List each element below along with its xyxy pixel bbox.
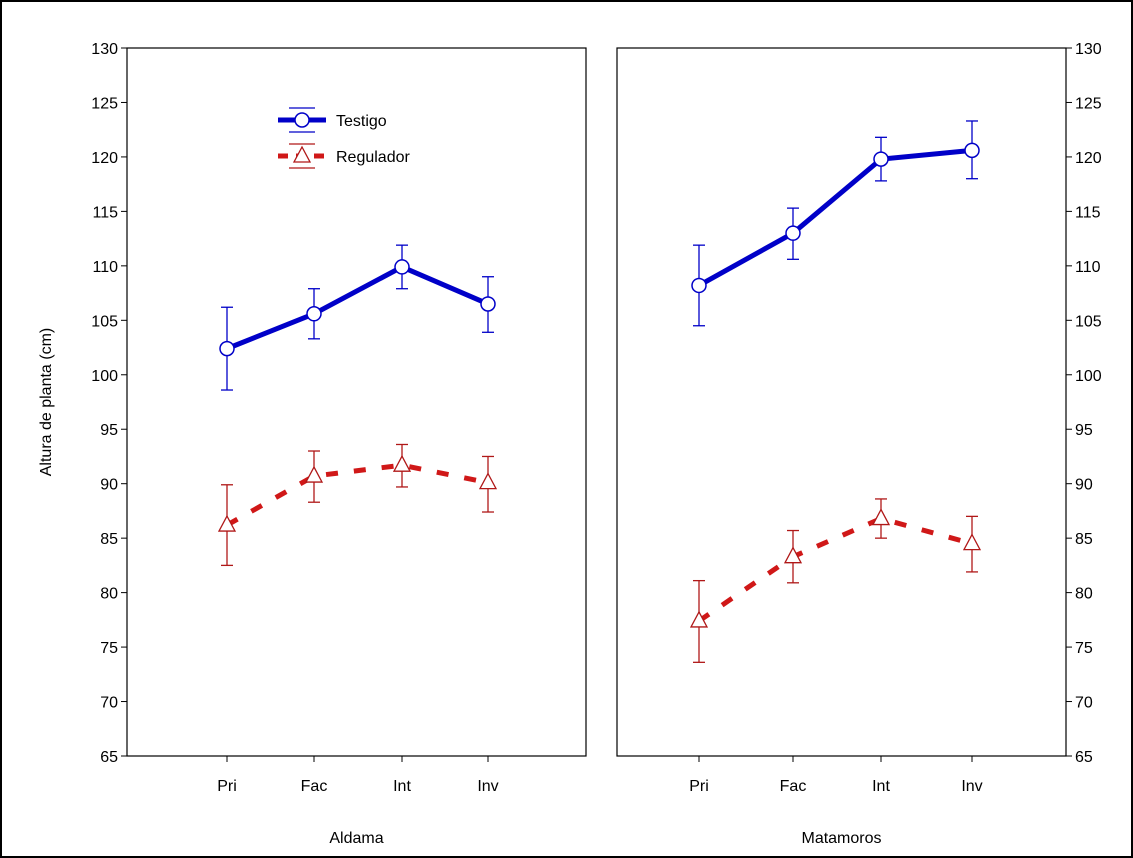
y-tick-label: 95: [100, 422, 118, 439]
y-tick-label: 130: [1075, 41, 1102, 58]
data-point-triangle: [478, 472, 498, 490]
data-point-triangle: [962, 533, 982, 551]
data-point-triangle: [392, 454, 412, 472]
series-testigo: [219, 244, 496, 391]
series-regulador: [689, 498, 982, 663]
y-tick-label: 85: [100, 531, 118, 548]
y-tick-label: 120: [91, 150, 118, 167]
y-tick-label: 125: [91, 95, 118, 112]
legend-entry-regulador: Regulador: [278, 143, 411, 169]
plot-panels: 65 70 75 80 85 90 95 100 105 110 115 120 125 130 Pri Fa…: [91, 41, 1102, 847]
y-tick-label: 90: [1075, 477, 1093, 494]
x-tick-label: Pri: [217, 778, 237, 795]
data-point-triangle: [217, 514, 237, 532]
panel-1: 65 70 75 80 85 90 95 100 105 110 115 120 125 130 Pri Fa…: [91, 41, 587, 847]
data-point-triangle: [304, 465, 324, 483]
x-tick-label: Pri: [689, 778, 709, 795]
y-tick-label: 65: [100, 749, 118, 766]
x-tick-label: Fac: [301, 778, 328, 795]
series-line: [696, 147, 975, 288]
series-line: [225, 462, 489, 528]
y-tick-label: 90: [100, 477, 118, 494]
y-tick-label: 70: [100, 695, 118, 712]
y-tick-label: 115: [92, 204, 118, 221]
data-point-triangle: [783, 546, 803, 564]
data-point-circle: [306, 306, 322, 322]
legend-label-testigo: Testigo: [336, 113, 387, 130]
y-tick-label: 130: [91, 41, 118, 58]
y-tick-label: 115: [1075, 204, 1101, 221]
data-point-circle: [873, 151, 889, 167]
data-point-circle: [480, 296, 496, 312]
series-line: [697, 516, 973, 623]
legend: Testigo Regulador: [278, 107, 411, 169]
y-tick-label: 105: [91, 313, 118, 330]
series-regulador: [217, 443, 498, 567]
data-point-circle: [785, 225, 801, 241]
data-point-circle: [219, 340, 235, 357]
y-tick-label: 110: [1075, 259, 1101, 276]
data-point-circle: [964, 142, 980, 159]
legend-entry-testigo: Testigo: [278, 107, 387, 133]
data-point-circle: [394, 259, 410, 275]
y-tick-label: 125: [1075, 95, 1102, 112]
x-tick-label: Inv: [961, 778, 982, 795]
y-tick-label: 120: [1075, 150, 1102, 167]
x-tick-label: Fac: [780, 778, 807, 795]
y-tick-label: 75: [1075, 640, 1093, 657]
x-tick-label: Int: [393, 778, 411, 795]
x-tick-label: Int: [872, 778, 890, 795]
legend-label-regulador: Regulador: [336, 149, 411, 166]
legend-marker-triangle: [292, 145, 312, 163]
data-point-triangle: [871, 508, 891, 526]
series-testigo: [691, 120, 980, 327]
panel-2: 65 70 75 80 85 90 95 100 105 110 115 120 125 130 Pri Fa…: [616, 41, 1102, 847]
x-axis-label: Aldama: [329, 830, 383, 847]
y-tick-label: 85: [1075, 531, 1093, 548]
plot-area-frame: [126, 47, 587, 757]
x-axis-label: Matamoros: [801, 830, 881, 847]
y-tick-label: 70: [1075, 695, 1093, 712]
x-axis-ticks: Pri Fac Int Inv: [217, 756, 499, 795]
y-axis-ticks: 65 70 75 80 85 90 95 100 105 110 115 120 125 130: [1066, 41, 1102, 766]
y-axis-ticks: 65 70 75 80 85 90 95 100 105 110 115 120 125 130: [91, 41, 127, 766]
plot-area-frame: [616, 47, 1067, 757]
y-tick-label: 65: [1075, 749, 1093, 766]
legend-marker-circle: [294, 112, 310, 128]
y-tick-label: 110: [92, 259, 118, 276]
y-axis-label: Altura de planta (cm): [38, 328, 55, 477]
y-tick-label: 75: [100, 640, 118, 657]
data-point-triangle: [689, 610, 709, 628]
data-point-circle: [691, 277, 707, 294]
y-tick-label: 105: [1075, 313, 1102, 330]
y-tick-label: 100: [1075, 368, 1102, 385]
y-tick-label: 80: [1075, 586, 1093, 603]
x-tick-label: Inv: [477, 778, 498, 795]
y-tick-label: 95: [1075, 422, 1093, 439]
series-line: [224, 264, 491, 352]
y-tick-label: 100: [91, 368, 118, 385]
y-tick-label: 80: [100, 586, 118, 603]
x-axis-ticks: Pri Fac Int Inv: [689, 756, 983, 795]
